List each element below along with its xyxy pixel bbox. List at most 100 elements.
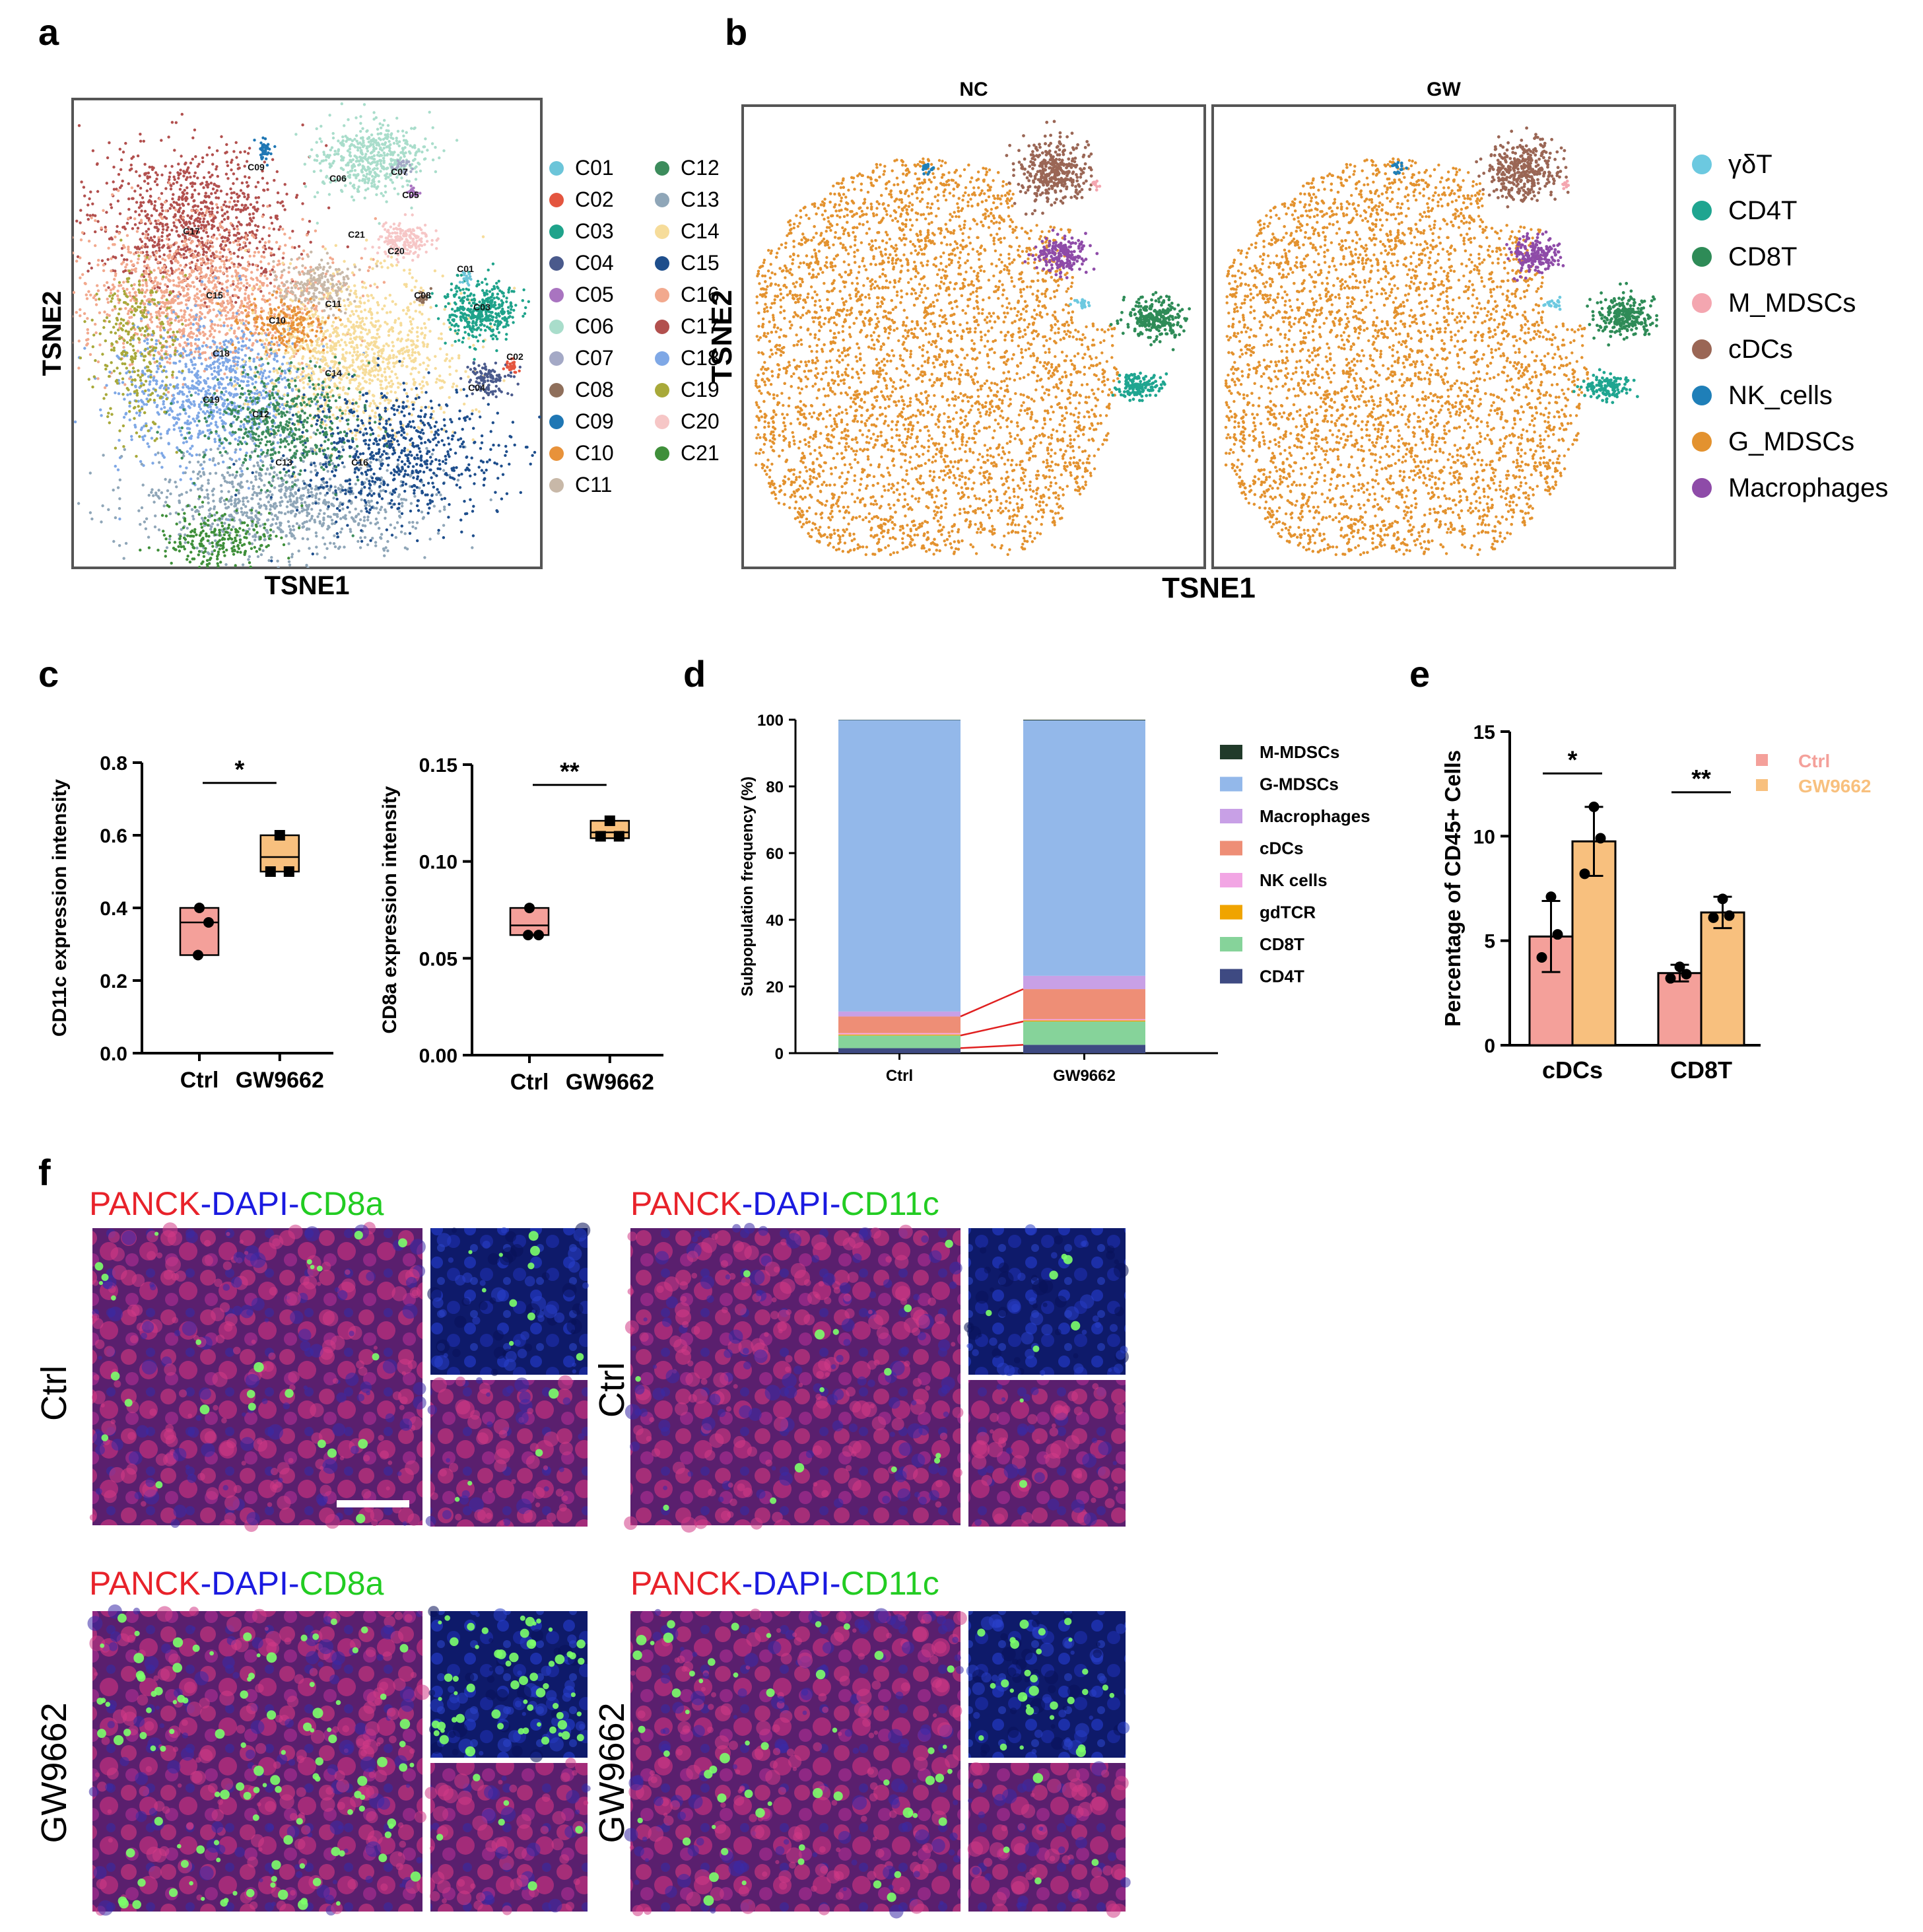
cluster-point-C18: [184, 383, 187, 386]
cluster-point-C16: [192, 285, 196, 289]
cluster-point-C13: [316, 515, 320, 518]
cluster-point-C16: [281, 273, 284, 277]
cluster-point-C14: [296, 423, 300, 426]
cluster-point-C14: [481, 345, 485, 349]
cluster-point-C16: [198, 253, 201, 256]
cluster-point-C13: [420, 510, 424, 514]
cluster-point-C13: [301, 487, 305, 490]
cluster-point-C16: [279, 276, 283, 279]
cluster-point-C13: [349, 530, 353, 534]
cluster-point-C17: [205, 245, 208, 248]
cluster-point-C18: [189, 351, 192, 355]
cluster-point-C17: [293, 246, 296, 250]
cluster-point-C17: [206, 220, 209, 224]
cluster-point-C18: [209, 366, 213, 370]
cluster-point-C16: [134, 269, 137, 273]
cluster-point-C13: [199, 487, 203, 490]
cluster-point-C17: [223, 236, 227, 240]
cluster-point-C16: [186, 292, 189, 295]
cluster-point-C18: [172, 424, 176, 427]
cluster-point-C17: [170, 204, 174, 207]
cluster-point-C14: [361, 316, 364, 320]
cluster-point-C13: [156, 451, 160, 455]
cluster-point-C16: [222, 271, 225, 275]
cluster-point-C14: [408, 271, 411, 275]
cluster-point-C13: [219, 497, 222, 500]
cluster-point-C18: [190, 454, 193, 458]
cluster-point-C14: [427, 318, 430, 321]
cluster-point-C17: [161, 224, 164, 228]
cluster-point-C17: [230, 191, 234, 195]
cluster-point-C14: [353, 378, 356, 382]
cluster-point-C16: [110, 269, 113, 273]
cluster-point-C18: [197, 411, 201, 415]
cluster-point-C17: [144, 222, 147, 226]
cluster-point-C16: [149, 318, 152, 322]
cluster-point-C13: [311, 447, 314, 451]
cluster-point-C16: [172, 279, 175, 283]
cluster-point-C16: [94, 322, 97, 326]
cluster-point-C13: [234, 459, 238, 463]
cluster-point-C14: [443, 380, 446, 384]
cluster-point-C18: [182, 441, 186, 444]
cluster-point-C16: [216, 280, 220, 284]
cluster-point-C13: [250, 450, 254, 454]
cluster-point-C17: [135, 201, 139, 204]
cluster-point-C14: [380, 380, 384, 383]
cluster-point-C13: [240, 510, 244, 514]
cluster-point-C14: [382, 349, 385, 353]
cluster-point-C17: [236, 163, 240, 166]
cluster-point-C16: [228, 200, 232, 204]
cluster-point-C18: [225, 376, 229, 379]
cluster-point-C13: [269, 508, 272, 511]
cluster-point-C14: [365, 238, 368, 242]
cluster-point-C17: [189, 176, 192, 179]
cluster-point-C16: [164, 301, 168, 304]
cluster-point-C18: [196, 370, 199, 373]
cluster-point-C13: [118, 497, 121, 500]
cluster-point-C14: [360, 359, 363, 363]
cluster-point-C18: [143, 434, 147, 438]
cluster-point-C13: [318, 512, 321, 516]
cluster-point-C18: [183, 376, 186, 380]
cluster-point-C14: [392, 365, 396, 368]
cluster-point-C18: [146, 341, 149, 345]
cluster-point-C17: [346, 245, 349, 248]
cluster-point-C17: [231, 205, 234, 209]
cluster-point-C14: [439, 407, 442, 411]
cluster-point-C13: [164, 477, 167, 481]
cluster-point-C16: [122, 345, 125, 349]
cluster-point-C14: [303, 376, 306, 380]
cluster-point-C14: [442, 411, 446, 414]
cluster-point-C16: [337, 280, 341, 283]
cluster-point-C16: [128, 363, 132, 366]
cluster-point-C13: [354, 507, 357, 511]
cluster-point-C18: [194, 318, 197, 321]
cluster-point-C14: [275, 368, 279, 372]
cluster-point-C17: [226, 217, 230, 221]
cluster-point-C14: [426, 343, 429, 346]
cluster-point-C18: [281, 378, 284, 381]
cluster-point-C16: [193, 297, 196, 300]
cluster-point-C13: [323, 556, 327, 559]
cluster-point-C17: [178, 188, 182, 191]
cluster-point-C14: [310, 374, 313, 378]
cluster-point-C18: [247, 487, 251, 490]
cluster-point-C18: [209, 356, 212, 360]
cluster-point-C14: [459, 292, 463, 295]
cluster-point-C17: [194, 155, 197, 158]
cluster-point-C13: [226, 471, 230, 474]
cluster-point-C14: [302, 369, 306, 373]
cluster-point-C13: [393, 526, 397, 530]
cluster-point-C14: [405, 345, 409, 349]
cluster-point-C16: [174, 318, 177, 322]
cluster-point-C18: [172, 310, 176, 314]
cluster-point-C13: [264, 472, 267, 475]
cluster-point-C14: [297, 362, 300, 365]
cluster-point-C18: [178, 390, 182, 394]
cluster-point-C14: [391, 341, 394, 344]
cluster-point-C18: [147, 445, 151, 448]
cluster-point-C17: [154, 219, 157, 223]
cluster-point-C16: [199, 299, 203, 302]
cluster-point-C13: [273, 486, 277, 489]
